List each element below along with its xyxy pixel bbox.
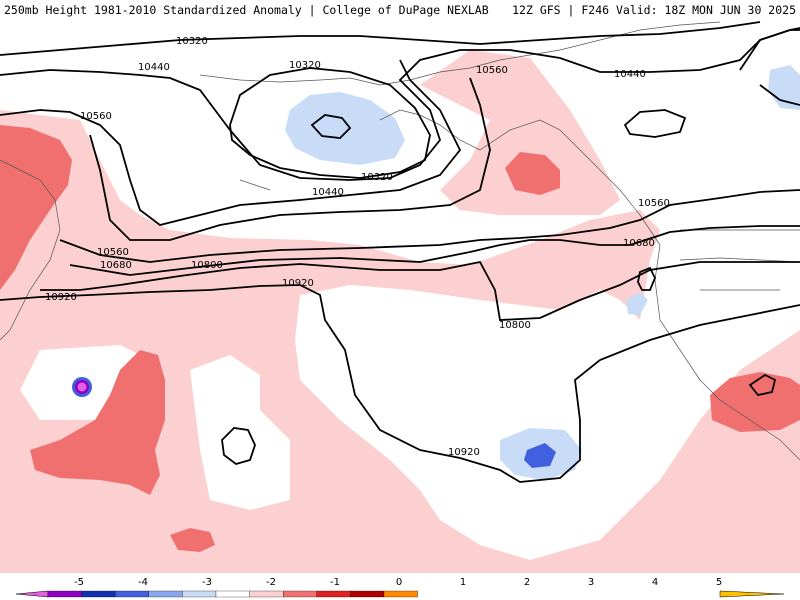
colorbar-ticks: -5 -4 -3 -2 -1 0 1 2 3 4 5 <box>74 577 722 588</box>
colorbar-swatches <box>15 590 785 598</box>
colorbar-swatch <box>47 590 82 598</box>
extreme-anomaly-marker <box>72 377 92 397</box>
colorbar-swatch <box>115 590 149 598</box>
colorbar-tick-label: 2 <box>524 577 530 588</box>
map-title: 250mb Height 1981-2010 Standardized Anom… <box>4 3 489 17</box>
contour-label: 10320 <box>361 172 393 183</box>
colorbar-tick-label: 0 <box>396 577 402 588</box>
contour-label: 10560 <box>638 198 670 209</box>
contour-label: 10680 <box>100 260 132 271</box>
colorbar-tick-label: -3 <box>202 577 212 588</box>
colorbar-swatch <box>81 590 116 598</box>
negative-anomaly-medium <box>524 443 556 468</box>
colorbar-tick-label: 3 <box>588 577 594 588</box>
colorbar-swatch <box>316 590 351 598</box>
contour-label: 10320 <box>289 60 321 71</box>
colorbar-swatch <box>383 590 418 598</box>
contour-label: 10800 <box>499 320 531 331</box>
map-header: 250mb Height 1981-2010 Standardized Anom… <box>0 0 800 20</box>
contour-label: 10440 <box>138 62 170 73</box>
colorbar-tick-label: 5 <box>716 577 722 588</box>
colorbar-tick-label: 4 <box>652 577 658 588</box>
colorbar: -5 -4 -3 -2 -1 0 1 2 3 4 5 <box>0 573 800 600</box>
colorbar-swatch <box>215 590 250 598</box>
positive-anomaly-medium <box>0 125 800 552</box>
contour-label: 10920 <box>45 292 77 303</box>
colorbar-swatch <box>148 590 183 598</box>
colorbar-swatch <box>350 590 385 598</box>
colorbar-tick-label: 1 <box>460 577 466 588</box>
colorbar-arrow-high <box>719 590 785 598</box>
contour-label: 10440 <box>312 187 344 198</box>
contour-labels: 10320 10440 10320 10560 10440 10560 1044… <box>45 36 670 458</box>
model-run-info: 12Z GFS | F246 Valid: 18Z MON JUN 30 202… <box>512 3 796 17</box>
colorbar-swatch <box>249 590 284 598</box>
contour-label: 10560 <box>476 65 508 76</box>
contour-label: 10800 <box>191 260 223 271</box>
contour-label: 10560 <box>80 111 112 122</box>
contour-label: 10920 <box>448 447 480 458</box>
anomaly-map: 10320 10440 10320 10560 10440 10560 1044… <box>0 20 800 573</box>
colorbar-swatch <box>182 590 217 598</box>
colorbar-tick-label: -5 <box>74 577 84 588</box>
colorbar-swatch <box>283 590 317 598</box>
contour-label: 10680 <box>623 238 655 249</box>
colorbar-tick-label: -2 <box>266 577 276 588</box>
contour-label: 10320 <box>176 36 208 47</box>
positive-anomaly-light <box>0 50 800 573</box>
contour-label: 10560 <box>97 247 129 258</box>
colorbar-tick-label: -4 <box>138 577 148 588</box>
colorbar-tick-label: -1 <box>330 577 340 588</box>
contour-label: 10440 <box>614 69 646 80</box>
height-contours <box>0 21 800 483</box>
contour-label: 10920 <box>282 278 314 289</box>
